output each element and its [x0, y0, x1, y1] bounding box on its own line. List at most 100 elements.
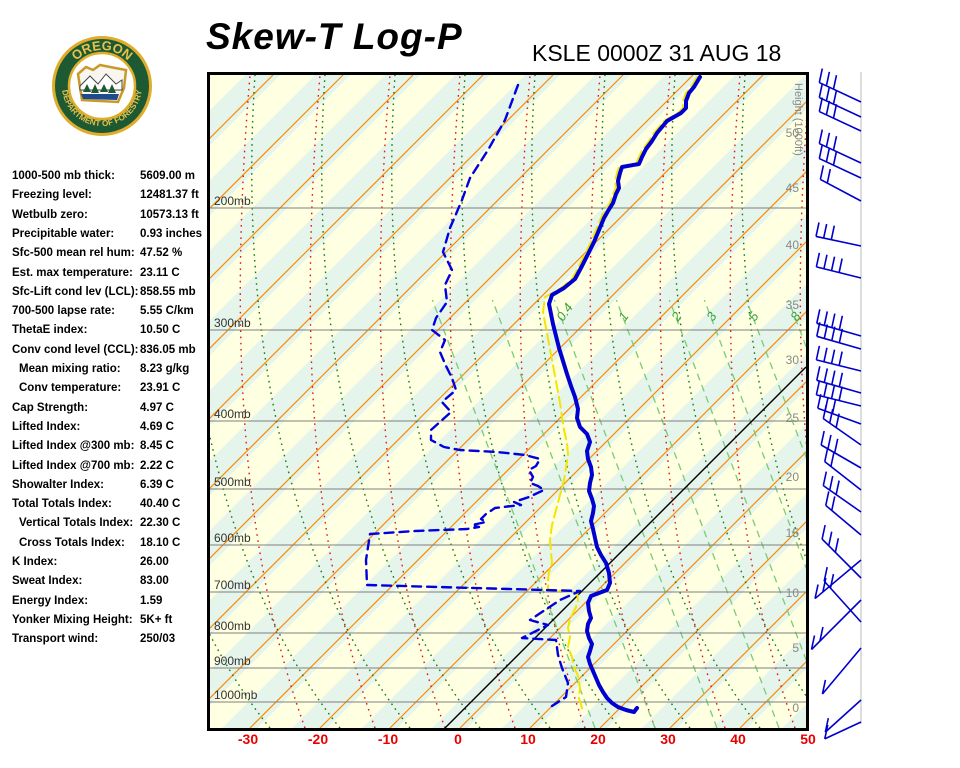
wind-barb — [810, 599, 862, 651]
index-label: Energy Index: — [12, 594, 89, 607]
wind-barb — [823, 566, 862, 623]
temperature-tick-label: -30 — [237, 731, 259, 747]
wind-barb — [821, 647, 862, 695]
index-value: 4.97 C — [140, 401, 174, 414]
wind-barb — [815, 366, 862, 394]
height-axis-label: 10 — [786, 586, 800, 600]
index-value: 23.11 C — [140, 266, 180, 279]
index-value: 40.40 C — [140, 498, 181, 511]
index-label: Precipitable water: — [12, 227, 115, 240]
dry-adiabat-line — [321, 75, 481, 728]
index-label: Conv temperature: — [19, 382, 122, 395]
dry-adiabat-line — [531, 75, 691, 728]
reference-line — [444, 366, 806, 728]
index-value: 5K+ ft — [140, 613, 173, 626]
wind-barb — [823, 447, 862, 491]
index-label: 1000-500 mb thick: — [12, 170, 115, 182]
index-value: 23.91 C — [140, 382, 181, 395]
pressure-label: 500mb — [214, 475, 251, 489]
pressure-label: 400mb — [214, 407, 251, 421]
index-label: Showalter Index: — [12, 478, 105, 491]
wind-barb — [815, 309, 862, 337]
mixing-ratio-line — [553, 299, 718, 728]
isotherm-line — [249, 171, 806, 728]
height-axis-label: 20 — [786, 470, 800, 484]
wind-barb — [818, 144, 862, 179]
index-value: 5.55 C/km — [140, 305, 194, 318]
index-label: Lifted Index @300 mb: — [12, 440, 135, 453]
index-label: Transport wind: — [12, 633, 99, 646]
mixing-ratio-label: 3 — [703, 309, 720, 324]
index-value: 8.23 g/kg — [140, 363, 190, 375]
isotherm-line — [599, 521, 806, 728]
isotherm-line — [210, 75, 554, 419]
index-value: 8.45 C — [140, 440, 174, 453]
pressure-label: 900mb — [214, 654, 251, 668]
index-label: Freezing level: — [12, 189, 92, 202]
page-title: Skew-T Log-P — [206, 16, 463, 57]
wind-barb — [815, 222, 862, 247]
index-label: Mean mixing ratio: — [19, 363, 121, 375]
isotherm-line — [529, 451, 806, 728]
moist-adiabat-line — [589, 75, 656, 728]
index-value: 10.50 C — [140, 324, 181, 337]
temperature-tick-label: 20 — [590, 731, 606, 747]
index-value: 26.00 — [140, 556, 169, 568]
wind-barb — [824, 491, 862, 536]
dewpoint-trace — [364, 83, 582, 708]
mixing-ratio-label: 0.4 — [553, 300, 576, 323]
mixing-ratio-line — [703, 299, 806, 570]
dry-adiabat-line — [461, 75, 621, 728]
wind-barb — [822, 404, 862, 446]
height-axis-label: 25 — [786, 411, 800, 425]
isotherm-line — [669, 591, 806, 728]
index-label: K Index: — [12, 556, 58, 568]
moist-adiabat-line — [379, 75, 446, 728]
wind-barb — [824, 699, 862, 733]
index-value: 5609.00 m — [140, 170, 195, 182]
height-axis-label: 35 — [786, 298, 800, 312]
index-label: Lifted Index: — [12, 420, 81, 433]
mixing-ratio-line — [431, 299, 596, 728]
wetbulb-trace — [542, 76, 698, 714]
temperature-trace — [547, 75, 702, 714]
isotherm-line — [739, 661, 806, 728]
index-value: 836.05 mb — [140, 343, 196, 356]
mixing-ratio-label: 1 — [615, 309, 631, 324]
index-label: Wetbulb zero: — [12, 208, 88, 221]
temperature-axis: -30 -20 -10 0 10 20 30 40 50 — [210, 731, 816, 753]
temperature-tick-label: 50 — [800, 731, 816, 747]
height-axis-label: 50 — [786, 126, 800, 140]
index-value: 83.00 — [140, 575, 169, 588]
index-value: 10573.13 ft — [140, 208, 199, 221]
temperature-tick-label: -20 — [307, 731, 329, 747]
height-axis-label: 5 — [792, 641, 799, 655]
wind-barb-column — [810, 55, 960, 745]
index-label: Sfc-Lift cond lev (LCL): — [12, 285, 139, 298]
temperature-tick-label: 40 — [730, 731, 746, 747]
isotherm-line — [210, 75, 484, 349]
wind-barb — [821, 524, 862, 579]
index-value: 0.93 inches — [140, 227, 203, 240]
odf-logo: OREGON DEPARTMENT OF FORESTRY — [50, 34, 154, 138]
isotherm-line — [210, 75, 694, 559]
index-label: Sfc-500 mean rel hum: — [12, 247, 135, 260]
wind-barb — [814, 559, 862, 600]
temperature-tick-label: 10 — [520, 731, 536, 747]
moist-adiabat-line — [309, 75, 376, 728]
pressure-label: 700mb — [214, 578, 251, 592]
index-value: 4.69 C — [140, 420, 174, 433]
dry-adiabat-line — [601, 75, 761, 728]
index-label: Conv cond level (CCL): — [12, 343, 139, 356]
pressure-label: 200mb — [214, 194, 251, 208]
index-label: Cross Totals Index: — [19, 536, 125, 549]
isotherm-line — [319, 241, 806, 728]
wind-barb — [819, 165, 862, 202]
isotherm-line — [210, 75, 414, 279]
index-value: 250/03 — [140, 633, 176, 646]
index-label: Lifted Index @700 mb: — [12, 459, 135, 472]
wind-barb — [815, 380, 862, 407]
pressure-label: 600mb — [214, 531, 251, 545]
temperature-tick-label: -10 — [377, 731, 399, 747]
moist-adiabat-line — [659, 75, 726, 728]
